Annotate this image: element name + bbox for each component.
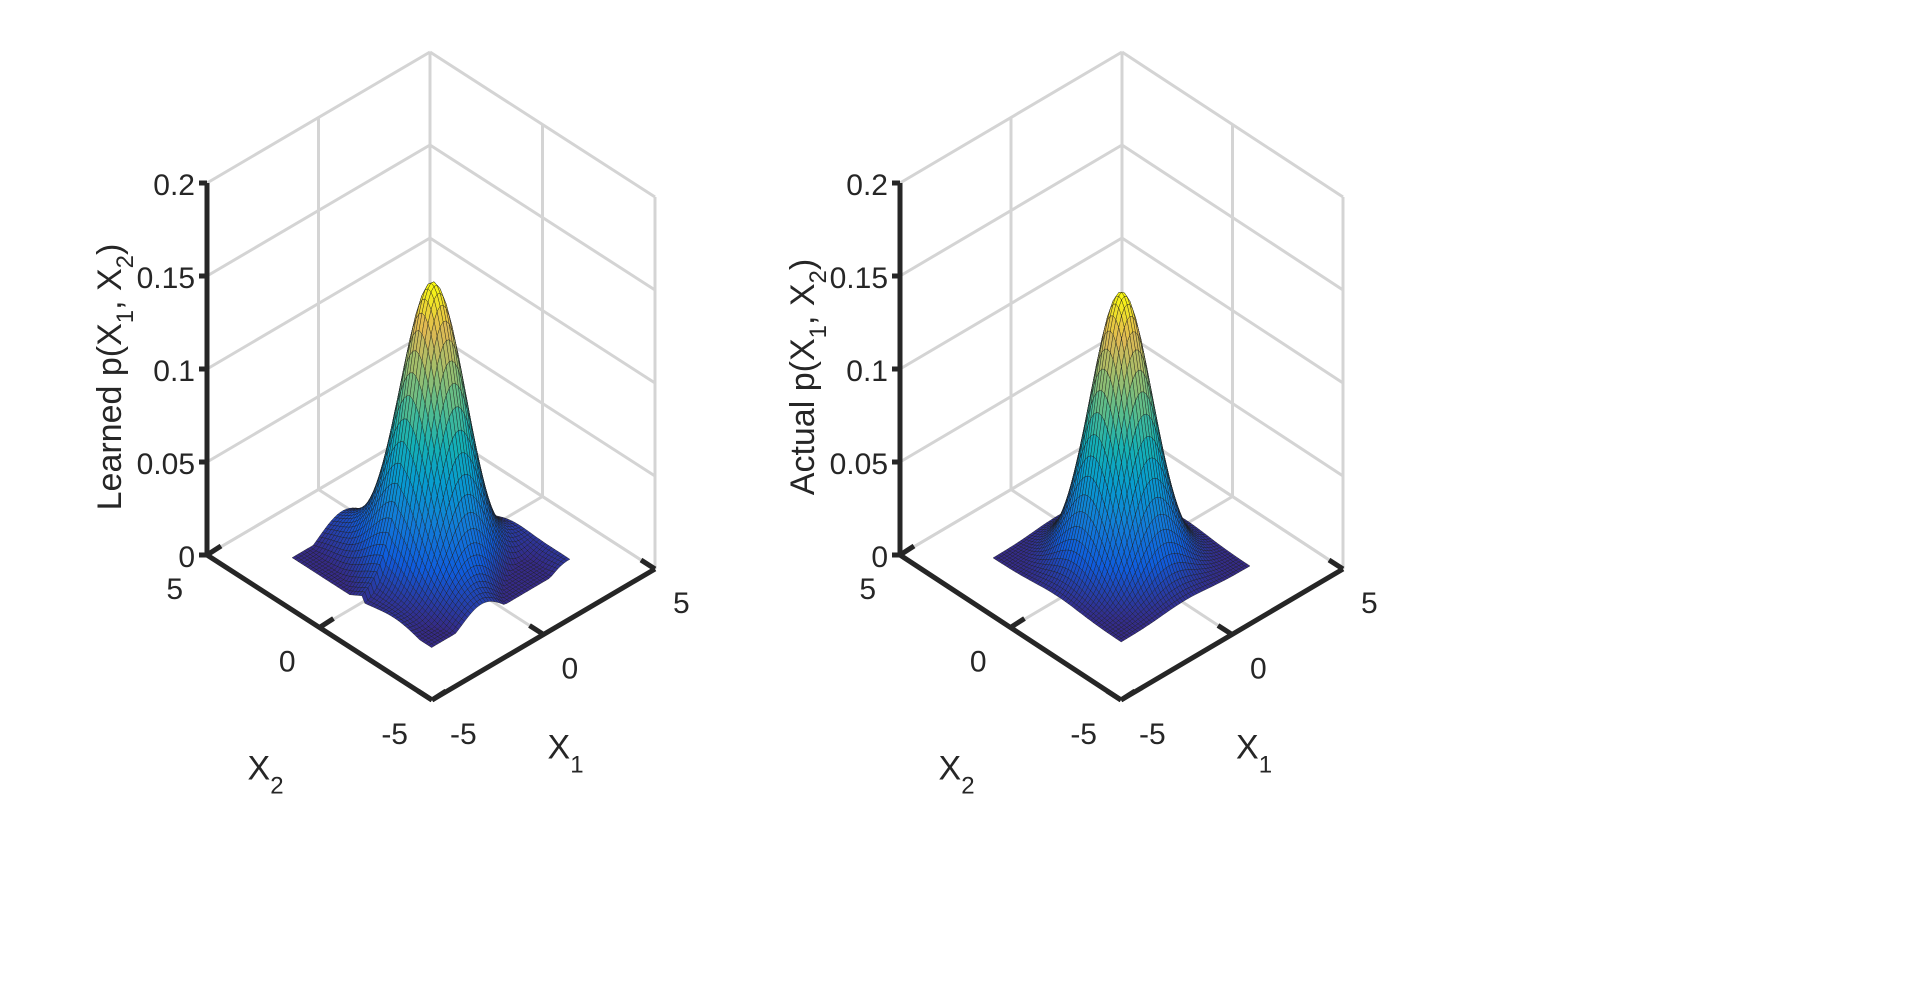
y-tick-label: 0	[279, 646, 296, 679]
y-tick	[898, 543, 916, 558]
x-tick-label: 5	[673, 587, 690, 620]
x-tick	[416, 688, 434, 703]
surface-mesh-actual	[992, 291, 1251, 643]
y-tick-label: -5	[381, 718, 408, 751]
x-tick	[528, 623, 545, 637]
z-tick-label: 0.2	[153, 169, 195, 202]
z-tick-label: 0.2	[846, 169, 888, 202]
z-tick-label: 0	[178, 541, 195, 574]
z-tick-label: 0	[871, 541, 888, 574]
x-tick	[1105, 688, 1123, 703]
y-tick	[430, 688, 448, 703]
y-tick-label: -5	[1070, 718, 1097, 751]
x-tick-label: 5	[1361, 587, 1378, 620]
y-tick-label: 5	[859, 573, 876, 606]
y-axis-label: X2	[939, 750, 975, 800]
y-tick-label: 0	[970, 646, 987, 679]
y-axis-label: X2	[248, 750, 284, 800]
x-axis-label: X1	[1236, 729, 1272, 779]
x-tick-label: 0	[1250, 653, 1267, 686]
surface-cell	[1117, 638, 1125, 643]
y-tick	[205, 543, 223, 558]
z-axis-label: Actual p(X1, X2)	[784, 259, 832, 495]
y-tick	[1119, 688, 1137, 703]
x-tick	[639, 557, 657, 572]
z-tick-label: 0.15	[137, 262, 195, 295]
z-tick-label: 0.1	[846, 355, 888, 388]
y-tick-label: 5	[166, 573, 183, 606]
x-tick	[1327, 557, 1345, 572]
surface-cell	[428, 643, 436, 648]
x-tick	[1216, 623, 1234, 637]
y-tick	[318, 616, 335, 630]
z-tick-label: 0.05	[830, 448, 888, 481]
y-tick	[1009, 616, 1026, 630]
z-tick-label: 0.05	[137, 448, 195, 481]
x-axis-label: X1	[548, 729, 584, 779]
x-tick-label: -5	[450, 718, 477, 751]
z-tick-label: 0.1	[153, 355, 195, 388]
surface-mesh-learned	[291, 281, 571, 648]
x-tick-label: -5	[1139, 718, 1166, 751]
z-axis-label: Learned p(X1, X2)	[91, 244, 139, 511]
x-tick-label: 0	[562, 653, 579, 686]
z-tick-label: 0.15	[830, 262, 888, 295]
